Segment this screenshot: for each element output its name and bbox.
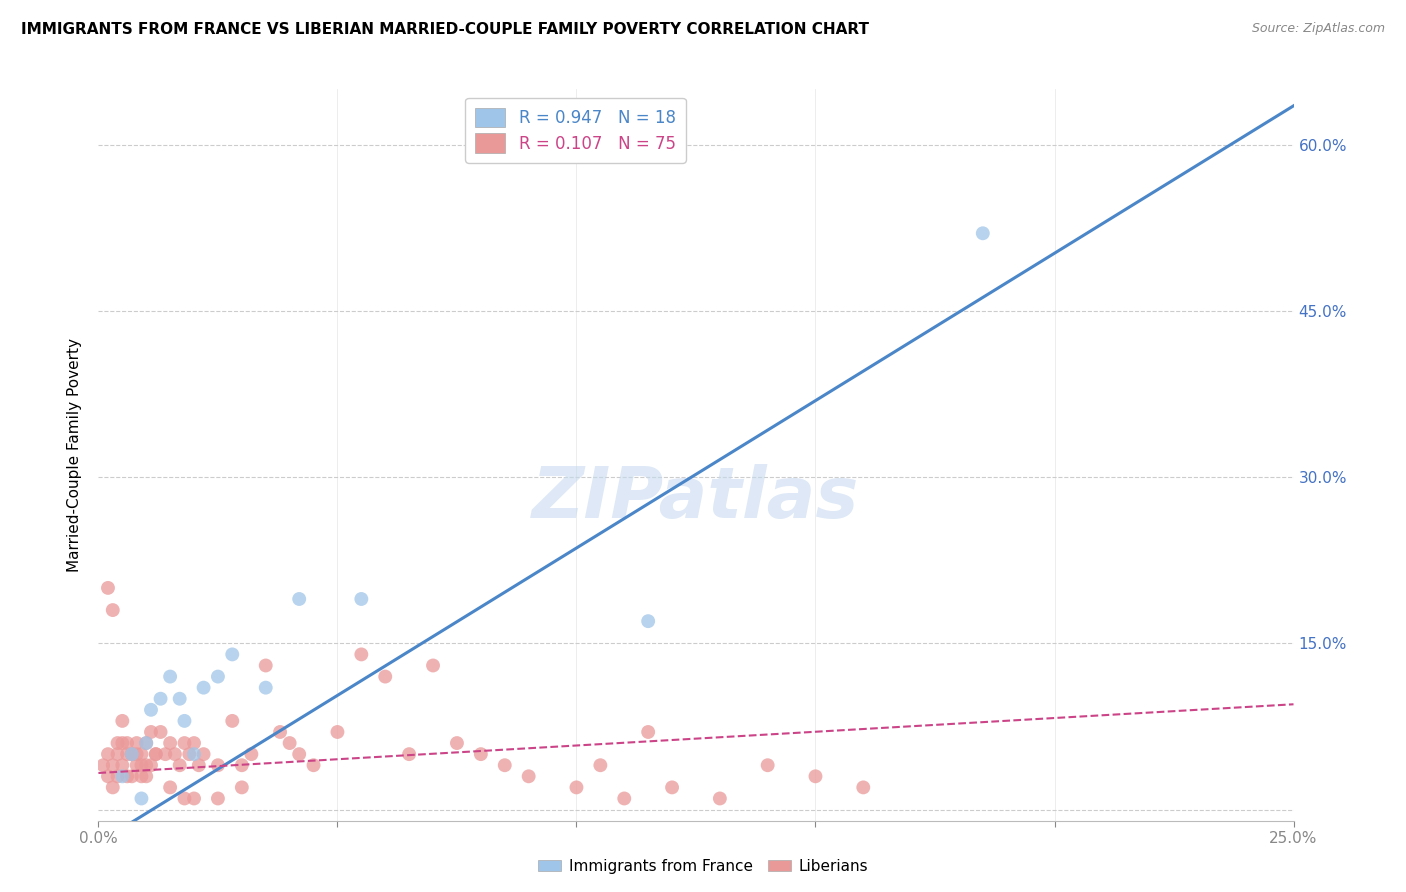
Point bbox=[125, 736, 148, 750]
Point bbox=[589, 758, 612, 772]
Point bbox=[111, 758, 134, 772]
Point bbox=[159, 736, 181, 750]
Point bbox=[173, 714, 195, 728]
Point bbox=[107, 769, 129, 783]
Point bbox=[288, 592, 311, 607]
Point bbox=[121, 769, 143, 783]
Point bbox=[131, 791, 153, 805]
Point bbox=[221, 714, 243, 728]
Point bbox=[231, 758, 253, 772]
Point bbox=[972, 227, 994, 241]
Point bbox=[135, 736, 157, 750]
Point bbox=[179, 747, 201, 761]
Point bbox=[97, 747, 120, 761]
Point bbox=[446, 736, 468, 750]
Point bbox=[125, 758, 148, 772]
Point bbox=[254, 658, 277, 673]
Point bbox=[231, 780, 253, 795]
Point bbox=[163, 747, 186, 761]
Point bbox=[159, 780, 181, 795]
Point bbox=[288, 747, 311, 761]
Point bbox=[131, 747, 153, 761]
Point bbox=[756, 758, 779, 772]
Point bbox=[121, 747, 143, 761]
Point bbox=[240, 747, 263, 761]
Point bbox=[101, 758, 124, 772]
Point bbox=[145, 747, 167, 761]
Text: Source: ZipAtlas.com: Source: ZipAtlas.com bbox=[1251, 22, 1385, 36]
Point bbox=[145, 747, 167, 761]
Point bbox=[115, 747, 138, 761]
Point bbox=[101, 603, 124, 617]
Point bbox=[121, 747, 143, 761]
Point bbox=[187, 758, 209, 772]
Point bbox=[207, 758, 229, 772]
Point bbox=[115, 769, 138, 783]
Point bbox=[221, 648, 243, 662]
Point bbox=[183, 747, 205, 761]
Point bbox=[804, 769, 827, 783]
Point bbox=[169, 691, 191, 706]
Point bbox=[350, 592, 373, 607]
Point bbox=[852, 780, 875, 795]
Point bbox=[207, 669, 229, 683]
Point bbox=[131, 758, 153, 772]
Point bbox=[111, 736, 134, 750]
Point bbox=[398, 747, 420, 761]
Point bbox=[107, 747, 129, 761]
Point bbox=[637, 614, 659, 628]
Point bbox=[183, 791, 205, 805]
Point bbox=[135, 736, 157, 750]
Point bbox=[139, 725, 162, 739]
Point bbox=[565, 780, 588, 795]
Point bbox=[121, 747, 143, 761]
Point bbox=[91, 758, 114, 772]
Point bbox=[302, 758, 325, 772]
Point bbox=[326, 725, 349, 739]
Point bbox=[111, 714, 134, 728]
Point bbox=[613, 791, 636, 805]
Point bbox=[374, 669, 396, 683]
Text: IMMIGRANTS FROM FRANCE VS LIBERIAN MARRIED-COUPLE FAMILY POVERTY CORRELATION CHA: IMMIGRANTS FROM FRANCE VS LIBERIAN MARRI… bbox=[21, 22, 869, 37]
Point bbox=[149, 725, 172, 739]
Point bbox=[97, 581, 120, 595]
Point bbox=[422, 658, 444, 673]
Point bbox=[193, 681, 215, 695]
Point bbox=[269, 725, 291, 739]
Point bbox=[101, 780, 124, 795]
Point bbox=[139, 758, 162, 772]
Point bbox=[139, 703, 162, 717]
Point bbox=[169, 758, 191, 772]
Legend: Immigrants from France, Liberians: Immigrants from France, Liberians bbox=[531, 853, 875, 880]
Point bbox=[661, 780, 683, 795]
Point bbox=[517, 769, 540, 783]
Point bbox=[470, 747, 492, 761]
Point bbox=[107, 736, 129, 750]
Point bbox=[183, 736, 205, 750]
Y-axis label: Married-Couple Family Poverty: Married-Couple Family Poverty bbox=[67, 338, 83, 572]
Point bbox=[254, 681, 277, 695]
Point bbox=[155, 747, 177, 761]
Point bbox=[125, 747, 148, 761]
Point bbox=[278, 736, 301, 750]
Point bbox=[135, 758, 157, 772]
Point bbox=[637, 725, 659, 739]
Point bbox=[149, 691, 172, 706]
Point bbox=[709, 791, 731, 805]
Point bbox=[193, 747, 215, 761]
Point bbox=[131, 769, 153, 783]
Point bbox=[97, 769, 120, 783]
Point bbox=[207, 791, 229, 805]
Text: ZIPatlas: ZIPatlas bbox=[533, 465, 859, 533]
Point bbox=[173, 791, 195, 805]
Point bbox=[350, 648, 373, 662]
Point bbox=[159, 669, 181, 683]
Point bbox=[135, 769, 157, 783]
Point bbox=[173, 736, 195, 750]
Point bbox=[111, 769, 134, 783]
Point bbox=[494, 758, 516, 772]
Point bbox=[115, 736, 138, 750]
Legend: R = 0.947   N = 18, R = 0.107   N = 75: R = 0.947 N = 18, R = 0.107 N = 75 bbox=[465, 97, 686, 162]
